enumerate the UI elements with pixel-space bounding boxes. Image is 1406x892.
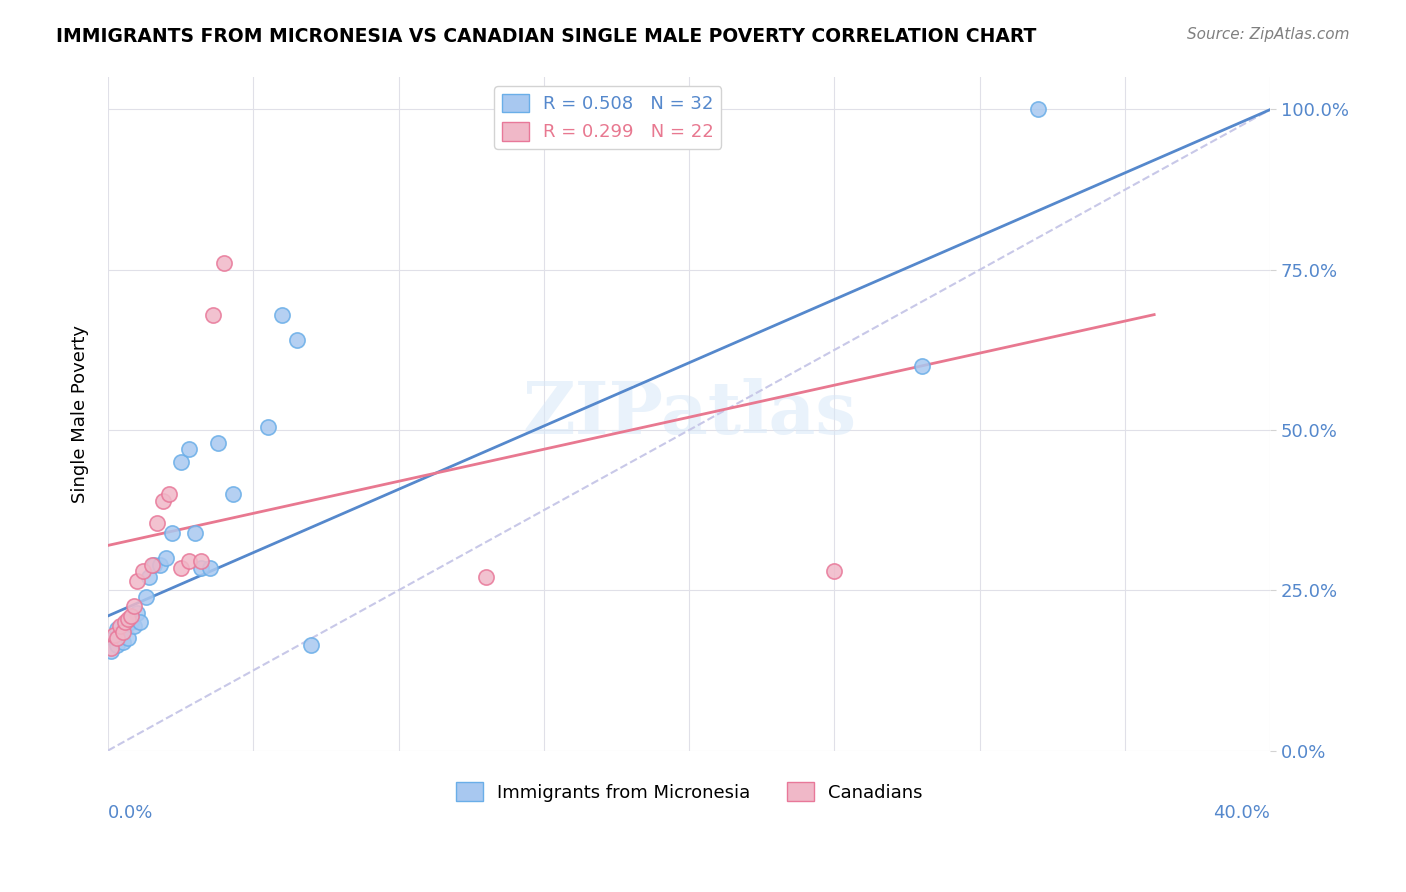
Point: [122, 618, 145, 632]
Point: [212, 256, 235, 270]
Point: [111, 634, 134, 648]
Point: [143, 558, 166, 572]
Point: [108, 618, 131, 632]
Point: [155, 551, 177, 566]
Point: [256, 419, 278, 434]
Point: [125, 606, 148, 620]
Point: [179, 554, 201, 568]
Point: [105, 638, 128, 652]
Point: [135, 590, 157, 604]
Point: [1026, 103, 1049, 117]
Point: [105, 632, 128, 646]
Point: [149, 558, 172, 572]
Text: 0.0%: 0.0%: [108, 805, 153, 822]
Legend: Immigrants from Micronesia, Canadians: Immigrants from Micronesia, Canadians: [449, 775, 929, 809]
Point: [207, 435, 229, 450]
Point: [105, 622, 128, 636]
Point: [911, 359, 934, 373]
Point: [184, 525, 207, 540]
Point: [475, 570, 498, 584]
Point: [108, 628, 131, 642]
Point: [111, 624, 134, 639]
Point: [117, 632, 139, 646]
Point: [114, 615, 136, 630]
Text: Source: ZipAtlas.com: Source: ZipAtlas.com: [1187, 27, 1350, 42]
Point: [824, 564, 846, 578]
Point: [201, 308, 224, 322]
Y-axis label: Single Male Poverty: Single Male Poverty: [72, 325, 89, 503]
Point: [117, 612, 139, 626]
Point: [103, 628, 125, 642]
Point: [152, 493, 174, 508]
Point: [114, 618, 136, 632]
Point: [299, 638, 322, 652]
Point: [122, 599, 145, 614]
Point: [169, 455, 191, 469]
Point: [103, 632, 125, 646]
Point: [169, 561, 191, 575]
Point: [222, 487, 245, 501]
Point: [157, 487, 180, 501]
Point: [285, 333, 308, 347]
Point: [120, 615, 142, 630]
Text: ZIPatlas: ZIPatlas: [522, 378, 856, 450]
Point: [198, 561, 221, 575]
Point: [190, 561, 212, 575]
Text: 40.0%: 40.0%: [1213, 805, 1271, 822]
Text: IMMIGRANTS FROM MICRONESIA VS CANADIAN SINGLE MALE POVERTY CORRELATION CHART: IMMIGRANTS FROM MICRONESIA VS CANADIAN S…: [56, 27, 1036, 45]
Point: [141, 558, 163, 572]
Point: [125, 574, 148, 588]
Point: [160, 525, 183, 540]
Point: [129, 615, 152, 630]
Point: [146, 516, 169, 530]
Point: [117, 615, 139, 630]
Point: [138, 570, 160, 584]
Point: [120, 608, 142, 623]
Point: [190, 554, 212, 568]
Point: [100, 640, 122, 655]
Point: [132, 564, 155, 578]
Point: [179, 442, 201, 457]
Point: [271, 308, 294, 322]
Point: [100, 644, 122, 658]
